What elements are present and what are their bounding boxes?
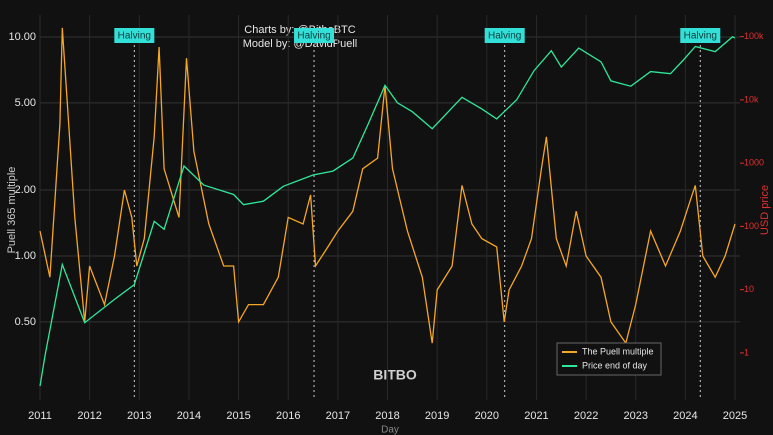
x-tick-label: 2011 [28, 410, 52, 422]
x-tick-label: 2018 [375, 410, 399, 422]
x-tick-label: 2024 [673, 410, 697, 422]
y2-tick-label: 10 [744, 284, 754, 294]
y-tick-label: 0.50 [15, 316, 36, 328]
x-tick-label: 2021 [524, 410, 548, 422]
x-tick-label: 2020 [475, 410, 499, 422]
x-tick-label: 2015 [226, 410, 250, 422]
halving-box [680, 28, 721, 43]
x-axis-label: Day [381, 425, 399, 435]
halving-box [484, 28, 525, 43]
x-tick-label: 2025 [723, 410, 747, 422]
x-tick-label: 2019 [425, 410, 449, 422]
halving-label: Halving [488, 31, 521, 42]
x-tick-label: 2016 [276, 410, 300, 422]
x-tick-label: 2014 [177, 410, 201, 422]
halving-box [294, 28, 335, 43]
y-tick-label: 10.00 [8, 31, 36, 43]
y-tick-label: 2.00 [15, 184, 36, 196]
y2-tick-label: 100 [744, 221, 759, 231]
y-tick-label: 1.00 [15, 250, 36, 262]
x-tick-label: 2013 [127, 410, 151, 422]
x-tick-label: 2023 [624, 410, 648, 422]
halving-label: Halving [118, 31, 151, 42]
x-tick-label: 2017 [326, 410, 350, 422]
y2-tick-label: 100k [744, 31, 764, 41]
series-line [39, 35, 736, 387]
logo: BITBO [373, 367, 417, 383]
legend-box [556, 342, 662, 376]
y2-axis-label: USD price [759, 185, 771, 235]
x-tick-label: 2022 [574, 410, 598, 422]
halving-label: Halving [297, 31, 330, 42]
legend-label: Price end of day [582, 360, 648, 370]
y2-tick-label: 10k [744, 94, 759, 104]
y2-tick-label: 1 [744, 347, 749, 357]
x-tick-label: 2012 [77, 410, 101, 422]
legend-label: The Puell multiple [582, 346, 654, 356]
halving-label: Halving [684, 31, 717, 42]
y2-tick-label: 1000 [744, 158, 764, 168]
y-axis-label: Puell 365 multiple [6, 167, 18, 254]
y-tick-label: 5.00 [15, 97, 36, 109]
series-line [39, 27, 736, 345]
halving-box [114, 28, 155, 43]
